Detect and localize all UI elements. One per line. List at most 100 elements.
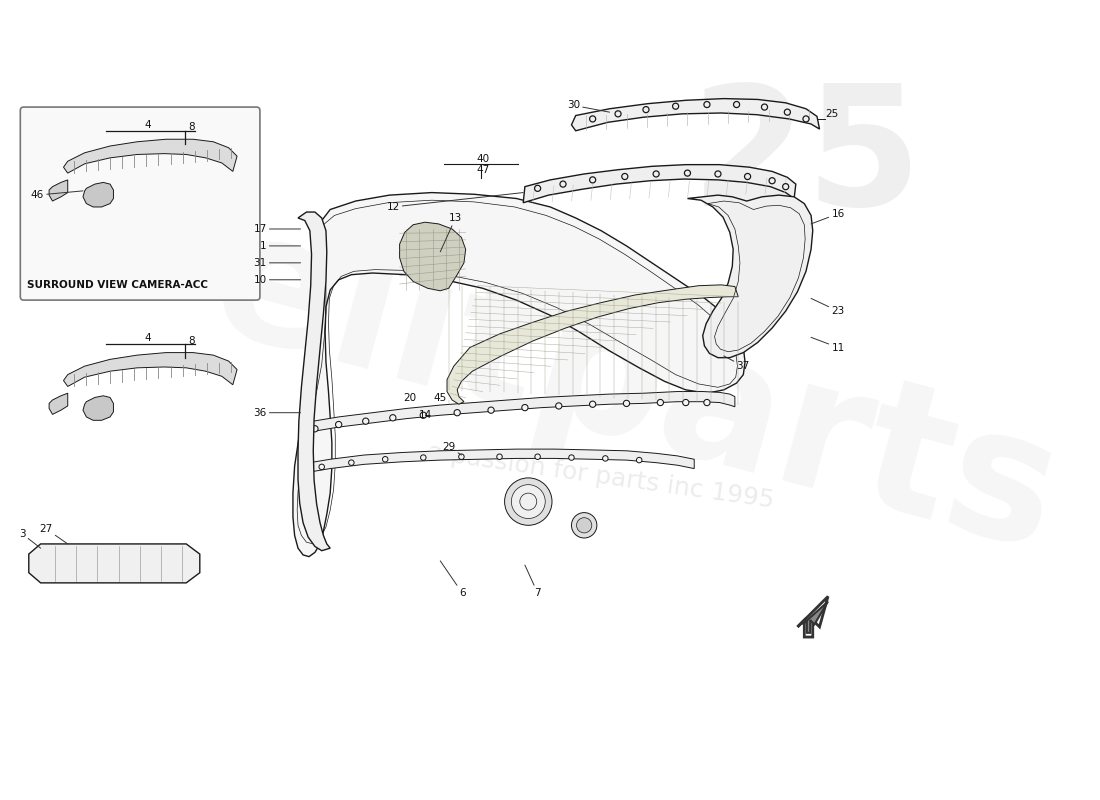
Circle shape [644, 106, 649, 113]
Circle shape [683, 399, 689, 406]
Circle shape [637, 458, 641, 462]
Text: 17: 17 [253, 224, 300, 234]
Text: 25: 25 [825, 109, 838, 119]
Circle shape [704, 102, 710, 107]
Polygon shape [64, 353, 238, 386]
Circle shape [421, 455, 426, 460]
Text: 4: 4 [145, 120, 152, 130]
Circle shape [570, 456, 573, 459]
Circle shape [336, 422, 342, 427]
Circle shape [590, 177, 595, 183]
Text: SURROUND VIEW CAMERA-ACC: SURROUND VIEW CAMERA-ACC [28, 280, 208, 290]
Circle shape [770, 179, 773, 182]
Circle shape [803, 116, 808, 122]
Circle shape [535, 186, 540, 191]
Polygon shape [298, 212, 330, 550]
Circle shape [556, 403, 562, 409]
Text: 14: 14 [418, 410, 431, 420]
Text: 12: 12 [386, 193, 524, 212]
Circle shape [623, 174, 627, 178]
Text: 37: 37 [724, 356, 750, 371]
Polygon shape [82, 396, 113, 420]
Circle shape [784, 185, 788, 188]
Circle shape [734, 102, 739, 107]
Polygon shape [293, 193, 745, 557]
Circle shape [624, 401, 629, 406]
Circle shape [488, 407, 494, 413]
Text: 4: 4 [145, 333, 152, 343]
Circle shape [454, 410, 460, 416]
Circle shape [784, 109, 790, 115]
Circle shape [785, 110, 789, 114]
Circle shape [716, 172, 719, 176]
Circle shape [591, 118, 594, 121]
Circle shape [705, 103, 708, 106]
Polygon shape [300, 391, 735, 434]
Circle shape [603, 456, 608, 461]
Text: 27: 27 [40, 524, 68, 544]
Circle shape [735, 103, 738, 106]
FancyBboxPatch shape [20, 107, 260, 300]
Circle shape [364, 419, 367, 423]
Circle shape [604, 457, 607, 460]
Circle shape [684, 401, 688, 405]
Circle shape [590, 116, 595, 122]
Circle shape [535, 454, 540, 459]
Text: 8: 8 [188, 336, 195, 346]
Circle shape [389, 415, 396, 421]
Text: 25: 25 [691, 78, 923, 242]
Circle shape [497, 454, 502, 459]
Polygon shape [399, 222, 465, 290]
Circle shape [561, 182, 564, 186]
Text: 29: 29 [442, 442, 461, 455]
Text: 6: 6 [440, 561, 465, 598]
Circle shape [536, 186, 539, 190]
Circle shape [312, 426, 318, 432]
Circle shape [460, 455, 463, 458]
Text: 3: 3 [19, 529, 41, 548]
Circle shape [590, 402, 595, 407]
Text: a passion for parts inc 1995: a passion for parts inc 1995 [427, 440, 776, 513]
Polygon shape [82, 182, 113, 207]
Circle shape [769, 178, 776, 184]
Text: 7: 7 [525, 565, 541, 598]
Polygon shape [305, 449, 694, 473]
Circle shape [349, 460, 354, 465]
Circle shape [654, 172, 658, 176]
Text: 10: 10 [254, 274, 300, 285]
Circle shape [319, 464, 324, 470]
Circle shape [314, 427, 317, 430]
Text: 40: 40 [476, 154, 490, 164]
Circle shape [498, 455, 500, 458]
Circle shape [390, 416, 395, 420]
Text: 16: 16 [811, 209, 845, 224]
Circle shape [421, 414, 426, 417]
Circle shape [505, 478, 552, 526]
Text: elitparts: elitparts [194, 194, 1076, 589]
Polygon shape [524, 165, 795, 202]
Circle shape [384, 458, 387, 461]
Circle shape [459, 454, 464, 459]
Circle shape [383, 457, 388, 462]
Text: 13: 13 [440, 213, 462, 252]
Circle shape [659, 401, 662, 405]
Circle shape [745, 174, 750, 179]
Circle shape [658, 399, 663, 406]
Circle shape [705, 401, 708, 405]
Circle shape [616, 112, 619, 115]
Text: 1: 1 [260, 241, 300, 251]
Circle shape [576, 518, 592, 533]
Text: 23: 23 [811, 298, 845, 316]
Polygon shape [64, 139, 238, 173]
Circle shape [625, 402, 628, 406]
Circle shape [672, 103, 679, 109]
Circle shape [522, 406, 527, 410]
Polygon shape [572, 98, 820, 130]
Circle shape [536, 455, 539, 458]
Circle shape [455, 411, 459, 414]
Polygon shape [447, 285, 738, 404]
Circle shape [804, 118, 807, 121]
Circle shape [490, 408, 493, 412]
Circle shape [560, 181, 566, 187]
Circle shape [363, 418, 368, 424]
